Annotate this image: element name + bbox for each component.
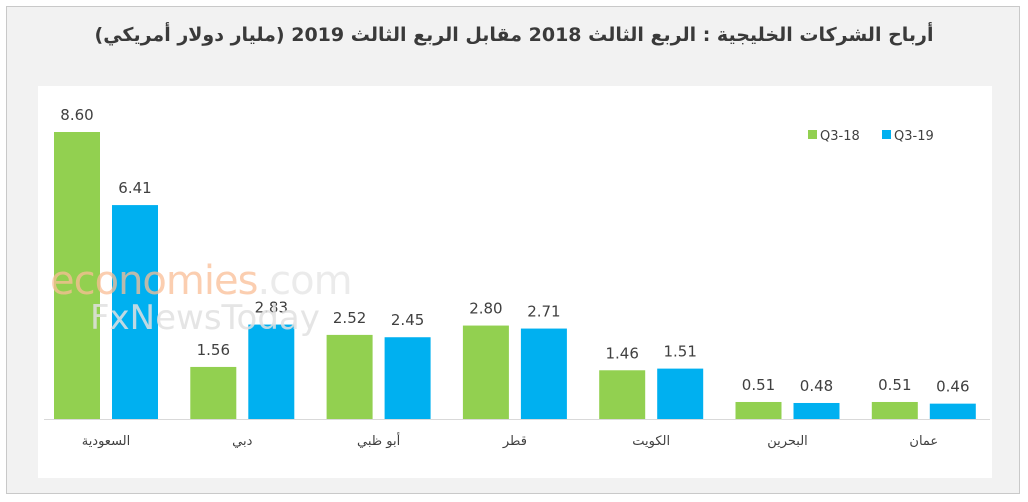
category-label-0: السعودية	[82, 434, 131, 449]
data-label-q3-18-4: 1.46	[605, 344, 638, 362]
data-label-q3-19-3: 2.71	[527, 303, 560, 321]
data-label-q3-19-6: 0.46	[936, 378, 969, 396]
bar-q3-18-2	[326, 334, 373, 419]
bar-q3-18-1	[190, 366, 237, 419]
data-label-q3-18-6: 0.51	[878, 376, 911, 394]
data-label-q3-18-5: 0.51	[742, 376, 775, 394]
bar-q3-18-6	[871, 401, 918, 419]
bar-q3-18-4	[599, 370, 646, 419]
bar-q3-18-5	[735, 401, 782, 419]
category-label-3: قطر	[502, 434, 527, 449]
bar-q3-19-3	[520, 328, 567, 419]
category-label-6: عمان	[909, 434, 938, 449]
bar-q3-18-3	[462, 325, 509, 419]
bar-q3-19-4	[657, 368, 704, 419]
category-label-1: دبي	[232, 434, 252, 449]
bar-q3-18-0	[54, 132, 100, 419]
legend-swatch-q3-18	[808, 130, 817, 139]
legend-label-q3-18: Q3-18	[820, 129, 860, 144]
data-label-q3-19-0: 6.41	[118, 179, 151, 197]
bar-q3-19-5	[793, 402, 840, 419]
bar-q3-19-6	[929, 403, 976, 419]
data-label-q3-18-2: 2.52	[333, 309, 366, 327]
data-label-q3-19-5: 0.48	[800, 377, 833, 395]
data-label-q3-19-2: 2.45	[391, 311, 424, 329]
bar-q3-19-0	[112, 205, 158, 419]
data-label-q3-19-1: 2.83	[255, 299, 288, 317]
category-label-4: الكويت	[632, 434, 670, 449]
category-label-2: أبو ظبي	[357, 432, 400, 449]
data-label-q3-19-4: 1.51	[663, 343, 696, 361]
category-label-5: البحرين	[767, 434, 808, 449]
bar-q3-19-1	[248, 324, 295, 419]
chart-title: أرباح الشركات الخليجية : الربع الثالث 20…	[94, 24, 934, 46]
data-label-q3-18-0: 8.60	[60, 106, 93, 124]
data-label-q3-18-1: 1.56	[197, 341, 230, 359]
legend-label-q3-19: Q3-19	[894, 129, 934, 144]
bar-q3-19-2	[384, 337, 431, 419]
data-label-q3-18-3: 2.80	[469, 300, 502, 318]
legend-swatch-q3-19	[882, 130, 891, 139]
